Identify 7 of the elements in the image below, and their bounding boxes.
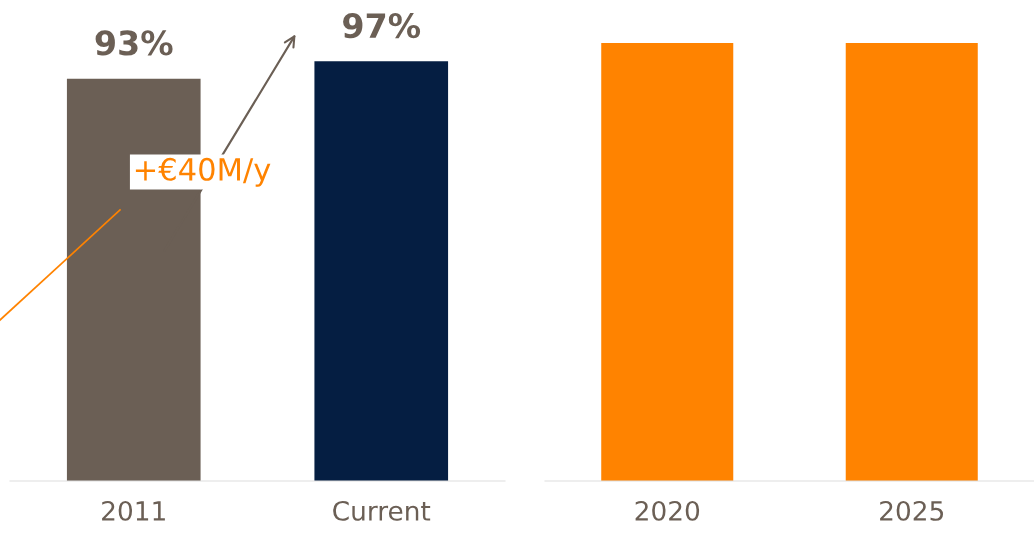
annotation: +€40M/y	[135, 157, 271, 187]
x-tick-label: Current	[333, 500, 431, 521]
data-label: 93%	[95, 30, 173, 56]
x-tick-label: 2011	[102, 500, 165, 521]
x-tick-label: 2025	[880, 500, 944, 521]
x-tick-label: 2020	[635, 500, 700, 521]
data-label: 97%	[343, 13, 421, 39]
